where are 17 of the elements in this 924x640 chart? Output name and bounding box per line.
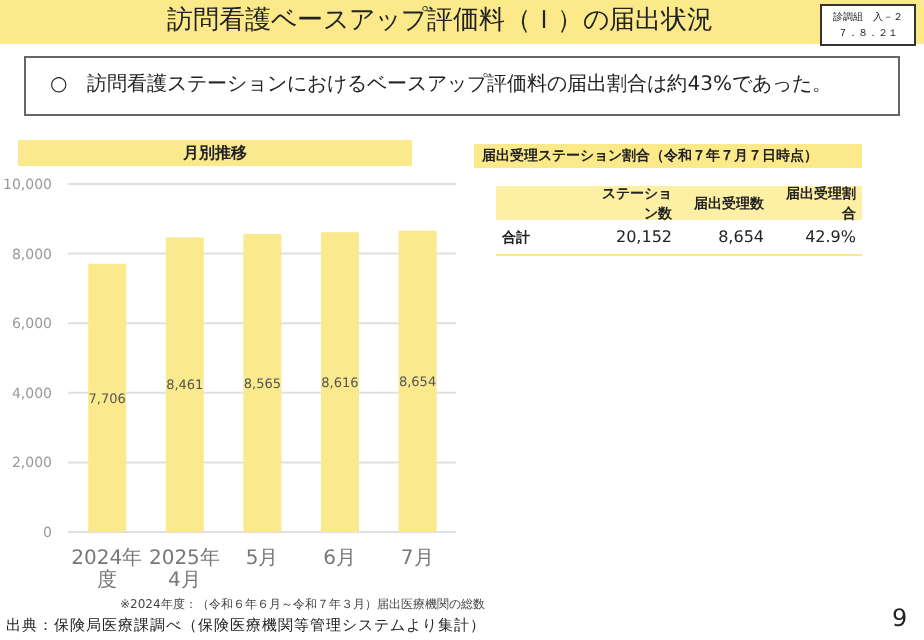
x-tick-label: 6月 [323, 548, 356, 570]
bar [243, 233, 282, 532]
bar [398, 230, 437, 532]
text: 20,152 [614, 228, 674, 246]
bar [88, 263, 127, 532]
text: ○ 訪問看護ステーションにおけるベースアップ評価料の届出割合は約43%であった。 [24, 56, 900, 116]
x-tick-label: 5月 [245, 548, 279, 570]
x-tick-label: 7月 [400, 548, 434, 570]
x-tick-label: 2024年度 [71, 546, 143, 592]
bar [165, 237, 204, 532]
text: 訪問看護ベースアップ評価料（Ｉ）の届出状況 [165, 4, 715, 40]
chart-title: 月別推移 [18, 140, 412, 166]
text: 9 [892, 604, 908, 632]
x-tick-label: 2025年4月 [148, 546, 220, 592]
text: 8,654 [716, 228, 766, 246]
text: 42.9% [803, 228, 858, 246]
bar [320, 232, 359, 532]
